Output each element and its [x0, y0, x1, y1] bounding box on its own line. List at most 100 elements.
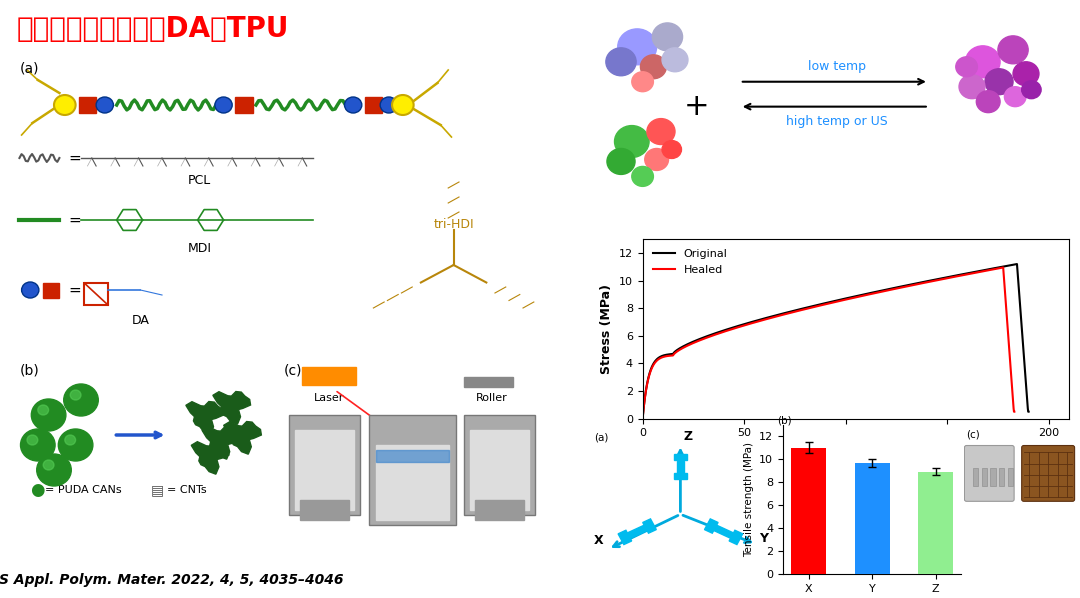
Bar: [643, 519, 657, 533]
Healed: [786, 309, 799, 316]
Original: [806, 303, 819, 310]
Polygon shape: [224, 422, 261, 454]
Healed: [674, 346, 687, 353]
Circle shape: [392, 95, 414, 115]
Bar: [84, 283, 108, 305]
Text: tri-HDI: tri-HDI: [433, 218, 474, 231]
Healed: [1008, 408, 1021, 415]
Bar: [43, 283, 59, 298]
Text: (c): (c): [967, 429, 981, 440]
Bar: [618, 530, 632, 545]
Polygon shape: [202, 426, 240, 459]
Bar: [470, 430, 529, 510]
Text: (c): (c): [284, 363, 302, 377]
Original: [675, 343, 688, 350]
Healed: [926, 277, 939, 285]
Text: Roller: Roller: [475, 393, 508, 403]
Circle shape: [31, 399, 66, 431]
Circle shape: [380, 97, 397, 113]
Text: low temp: low temp: [808, 60, 866, 74]
Text: +: +: [684, 92, 710, 121]
Bar: [973, 468, 978, 486]
Bar: [729, 530, 743, 545]
X-axis label: Strain (%): Strain (%): [821, 444, 891, 457]
Y-axis label: Stress (MPa): Stress (MPa): [600, 284, 613, 374]
Text: (a): (a): [19, 62, 39, 76]
Circle shape: [607, 148, 635, 175]
Text: =: =: [68, 282, 81, 297]
Original: [1011, 261, 1024, 268]
Text: =: =: [68, 151, 81, 166]
Circle shape: [1013, 62, 1039, 86]
Bar: [376, 450, 449, 462]
Bar: [369, 415, 456, 525]
Bar: [714, 525, 733, 538]
Circle shape: [632, 166, 653, 187]
Healed: [933, 276, 946, 283]
Text: =: =: [68, 212, 81, 227]
Bar: [235, 97, 253, 113]
Bar: [854, 462, 890, 574]
Text: X: X: [594, 534, 604, 547]
Text: 分子设计含动态交联DA键TPU: 分子设计含动态交联DA键TPU: [16, 15, 288, 43]
Polygon shape: [213, 392, 251, 424]
Circle shape: [998, 36, 1028, 64]
Circle shape: [966, 46, 1000, 78]
Circle shape: [956, 57, 977, 77]
Original: [901, 282, 914, 289]
Original: [944, 273, 957, 280]
FancyBboxPatch shape: [964, 446, 1014, 501]
Bar: [464, 377, 513, 387]
Bar: [674, 454, 687, 460]
Circle shape: [652, 23, 683, 51]
Circle shape: [345, 97, 362, 113]
Healed: [891, 285, 904, 292]
Circle shape: [1022, 81, 1041, 99]
Text: DA: DA: [132, 313, 149, 327]
Bar: [704, 519, 718, 533]
Healed: [800, 305, 813, 312]
Text: ▤: ▤: [151, 483, 164, 497]
Bar: [302, 367, 356, 385]
Circle shape: [22, 282, 39, 298]
Bar: [365, 97, 382, 113]
Bar: [464, 415, 535, 515]
Text: = PUDA CANs: = PUDA CANs: [45, 485, 122, 495]
Line: Healed: Healed: [643, 267, 1014, 419]
Bar: [300, 500, 349, 520]
Circle shape: [976, 91, 1000, 112]
Circle shape: [1004, 87, 1026, 106]
Bar: [1008, 468, 1013, 486]
Original: [1022, 408, 1035, 415]
Circle shape: [70, 390, 81, 400]
Circle shape: [27, 435, 38, 445]
Circle shape: [37, 454, 71, 486]
Bar: [289, 415, 360, 515]
Bar: [990, 468, 996, 486]
Text: (a): (a): [594, 432, 608, 443]
Circle shape: [662, 141, 681, 158]
Circle shape: [65, 435, 76, 445]
Circle shape: [647, 118, 675, 145]
Bar: [475, 500, 524, 520]
Original: [793, 306, 806, 313]
Bar: [982, 468, 987, 486]
Bar: [918, 472, 954, 574]
Circle shape: [662, 48, 688, 72]
Bar: [677, 460, 684, 473]
Original: [636, 415, 649, 422]
Original: [937, 274, 950, 282]
Polygon shape: [186, 401, 224, 434]
FancyBboxPatch shape: [1022, 446, 1075, 501]
Bar: [999, 468, 1004, 486]
Bar: [674, 474, 687, 480]
Healed: [997, 264, 1010, 271]
Text: Z: Z: [684, 429, 692, 443]
Bar: [376, 445, 449, 520]
Circle shape: [959, 75, 985, 99]
Text: ACS Appl. Polym. Mater. 2022, 4, 5, 4035–4046: ACS Appl. Polym. Mater. 2022, 4, 5, 4035…: [0, 573, 345, 587]
Circle shape: [606, 48, 636, 76]
Text: Laser: Laser: [314, 393, 345, 403]
Circle shape: [632, 72, 653, 91]
Circle shape: [21, 429, 55, 461]
